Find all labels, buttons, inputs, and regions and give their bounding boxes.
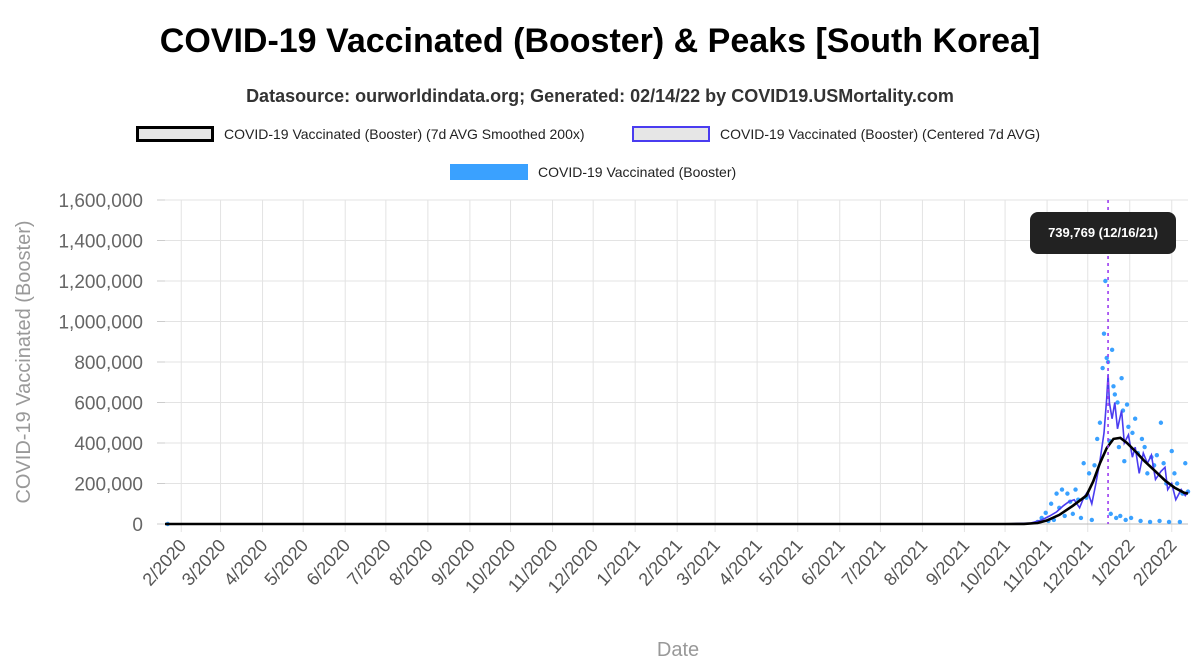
daily-point: [1109, 347, 1115, 353]
x-tick-label: 5/2021: [755, 535, 807, 589]
daily-point: [1086, 471, 1092, 476]
x-tick-label: 8/2020: [385, 535, 437, 589]
x-tick-label: 7/2021: [838, 535, 890, 589]
peak-tooltip: 739,769 (12/16/21): [1030, 212, 1176, 254]
daily-point: [1108, 511, 1113, 517]
x-tick-label: 2/2022: [1129, 535, 1181, 589]
daily-point: [1065, 491, 1070, 496]
daily-point: [1081, 461, 1086, 466]
y-tick-label: 400,000: [74, 434, 143, 455]
daily-point: [1122, 459, 1127, 464]
daily-point: [1174, 481, 1180, 486]
daily-point: [1112, 392, 1118, 397]
legend-label-daily[interactable]: COVID-19 Vaccinated (Booster): [538, 164, 737, 180]
daily-point: [1123, 517, 1128, 523]
daily-point: [1169, 448, 1174, 454]
daily-point: [1062, 513, 1067, 519]
daily-point: [1183, 461, 1188, 466]
daily-point: [1043, 510, 1048, 516]
legend-swatch-centered[interactable]: [632, 126, 710, 142]
y-tick-label: 600,000: [74, 394, 143, 415]
x-tick-label: 4/2021: [714, 535, 766, 589]
daily-point: [1145, 471, 1150, 476]
chart-title: COVID-19 Vaccinated (Booster) & Peaks [S…: [159, 22, 1041, 60]
daily-point: [1078, 515, 1084, 521]
y-tick-label: 800,000: [74, 353, 143, 374]
legend-swatch-daily[interactable]: [450, 164, 528, 180]
daily-point: [1177, 519, 1183, 525]
series-smoothed-line: [165, 436, 1189, 526]
daily-point: [1154, 452, 1160, 458]
daily-point: [1166, 519, 1172, 525]
x-axis-ticks: 2/20203/20204/20205/20206/20207/20208/20…: [139, 535, 1181, 597]
x-tick-label: 7/2020: [343, 535, 395, 589]
x-tick-label: 8/2021: [880, 535, 932, 589]
daily-point: [1095, 436, 1100, 442]
y-axis-ticks: 0 200,000 400,000 600,000 800,000 1,000,000 1,…: [58, 191, 165, 536]
daily-point: [1124, 402, 1130, 407]
daily-point: [1089, 517, 1094, 523]
daily-point: [1116, 444, 1122, 450]
y-tick-label: 200,000: [74, 475, 143, 496]
daily-point: [1048, 501, 1054, 506]
daily-point: [1097, 420, 1103, 425]
daily-point: [1138, 518, 1143, 524]
daily-point: [1172, 471, 1177, 476]
legend-label-centered[interactable]: COVID-19 Vaccinated (Booster) (Centered …: [720, 126, 1041, 142]
daily-point: [1092, 463, 1097, 468]
chart-subtitle: Datasource: ourworldindata.org; Generate…: [246, 86, 954, 106]
daily-point: [1130, 430, 1135, 436]
x-axis-label: Date: [657, 639, 699, 661]
y-tick-label: 1,200,000: [58, 272, 143, 293]
daily-point: [1059, 487, 1065, 492]
daily-point: [1054, 491, 1059, 496]
x-tick-label: 3/2020: [178, 535, 230, 589]
daily-point: [1132, 416, 1138, 421]
x-tick-label: 4/2020: [220, 535, 272, 589]
daily-point: [1070, 511, 1076, 517]
y-axis-label: COVID-19 Vaccinated (Booster): [13, 220, 35, 503]
daily-point: [1103, 278, 1108, 284]
daily-point: [1115, 400, 1120, 405]
daily-point: [1111, 384, 1116, 389]
daily-point: [1118, 513, 1123, 519]
daily-point: [1113, 515, 1119, 521]
x-tick-label: 6/2021: [797, 535, 849, 589]
daily-point: [1139, 436, 1145, 442]
x-tick-label: 1/2022: [1087, 535, 1139, 589]
daily-point: [1073, 487, 1078, 492]
daily-point: [1126, 424, 1131, 429]
daily-point: [1142, 444, 1147, 450]
legend-swatch-smoothed[interactable]: [136, 126, 214, 142]
legend-label-smoothed[interactable]: COVID-19 Vaccinated (Booster) (7d AVG Sm…: [224, 126, 585, 142]
series-daily-dots: [165, 278, 1191, 527]
daily-point: [1100, 365, 1105, 371]
x-tick-label: 5/2020: [260, 535, 312, 589]
x-tick-label: 6/2020: [302, 535, 354, 589]
legend: COVID-19 Vaccinated (Booster) (7d AVG Sm…: [0, 0, 1200, 200]
daily-point: [1158, 420, 1164, 425]
series-centered-line: [165, 374, 1189, 525]
daily-point: [1157, 518, 1162, 524]
daily-point: [1128, 515, 1134, 521]
y-tick-label: 0: [132, 515, 143, 536]
x-tick-label: 1/2021: [592, 535, 644, 589]
y-tick-label: 1,000,000: [58, 313, 143, 334]
daily-point: [1161, 461, 1166, 466]
daily-point: [1101, 331, 1107, 336]
daily-point: [1119, 376, 1124, 381]
y-tick-label: 1,400,000: [58, 232, 143, 253]
daily-point: [1147, 519, 1153, 525]
y-tick-label: 1,600,000: [58, 191, 143, 212]
